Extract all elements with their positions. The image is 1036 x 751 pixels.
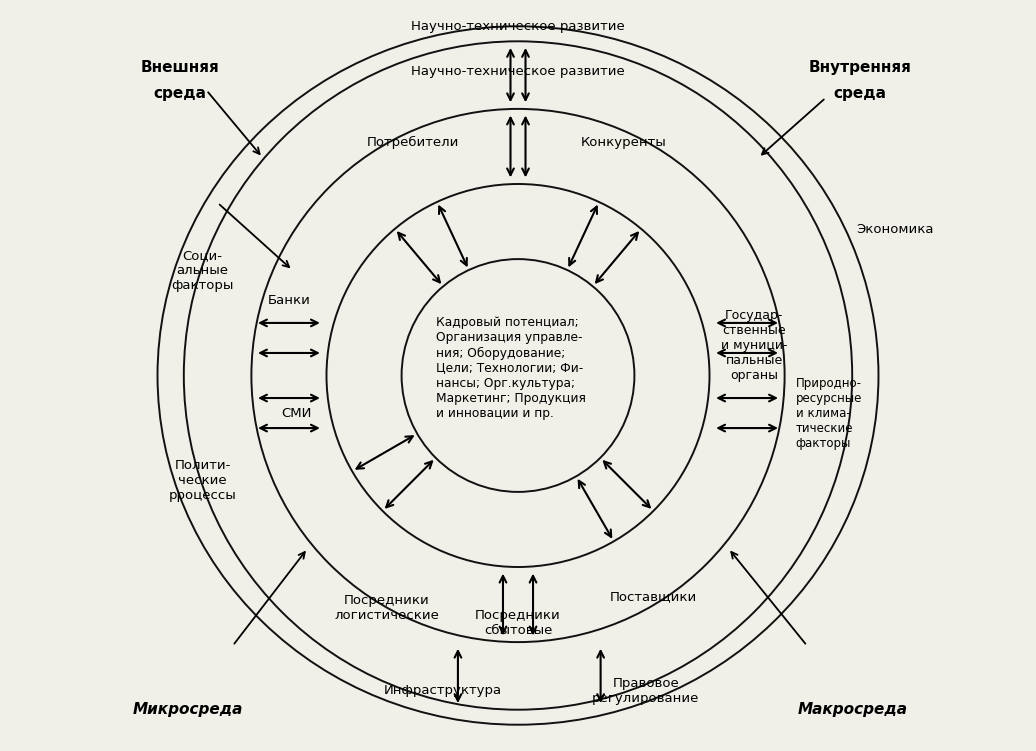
Text: Банки: Банки (267, 294, 311, 307)
Text: Посредники
логистические: Посредники логистические (335, 594, 439, 623)
Text: Научно-техническое развитие: Научно-техническое развитие (411, 20, 625, 33)
Text: Экономика: Экономика (856, 222, 933, 236)
Text: Микросреда: Микросреда (133, 702, 242, 717)
Text: Потребители: Потребители (367, 136, 459, 149)
Text: Поставщики: Поставщики (609, 590, 697, 604)
Text: Кадровый потенциал;
Организация управле-
ния; Оборудование;
Цели; Технологии; Фи: Кадровый потенциал; Организация управле-… (435, 316, 585, 420)
Text: Внутренняя: Внутренняя (808, 60, 911, 75)
Text: Посредники
сбытовые: Посредники сбытовые (476, 609, 560, 638)
Text: Природно-
ресурсные
и клима-
тические
факторы: Природно- ресурсные и клима- тические фа… (796, 376, 862, 450)
Text: Конкуренты: Конкуренты (580, 136, 666, 149)
Text: Полити-
ческие
pроцессы: Полити- ческие pроцессы (169, 459, 236, 502)
Text: среда: среда (153, 86, 206, 101)
Text: Правовое
регулирование: Правовое регулирование (592, 677, 699, 705)
Text: среда: среда (833, 86, 886, 101)
Text: Макросреда: Макросреда (797, 702, 908, 717)
Text: СМИ: СМИ (281, 406, 312, 420)
Text: Внешняя: Внешняя (141, 60, 220, 75)
Text: Соци-
альные
факторы: Соци- альные факторы (171, 249, 234, 292)
Text: Государ-
ственные
и муници-
пальные
органы: Государ- ственные и муници- пальные орга… (721, 309, 787, 382)
Text: Научно-техническое развитие: Научно-техническое развитие (411, 65, 625, 78)
Text: Инфраструктура: Инфраструктура (383, 684, 502, 698)
